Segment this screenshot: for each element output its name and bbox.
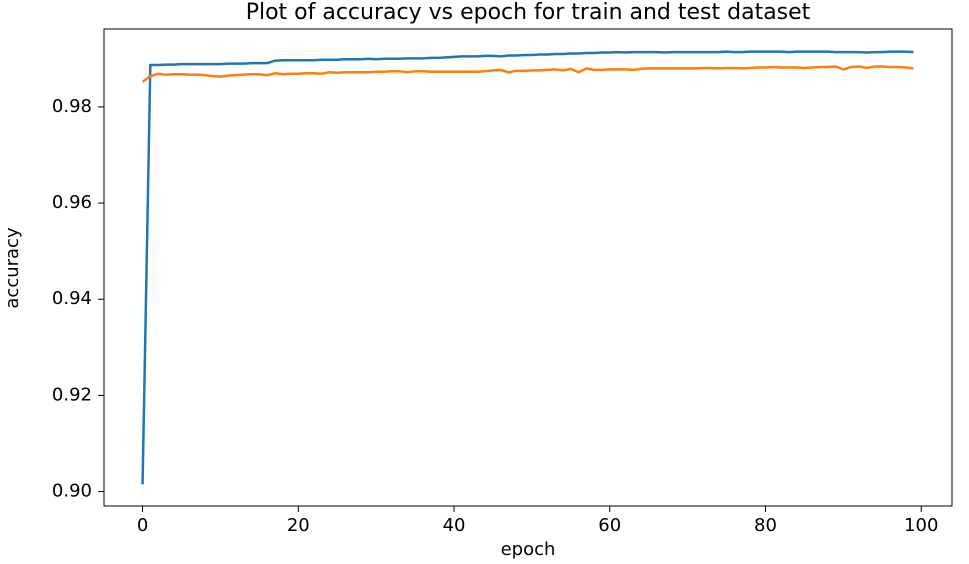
data-line	[141, 50, 914, 485]
x-tick-label: 40	[443, 515, 466, 536]
y-axis-label: accuracy	[2, 227, 23, 309]
x-tick-label: 80	[754, 515, 777, 536]
y-tick-label: 0.96	[52, 192, 92, 213]
chart-title: Plot of accuracy vs epoch for train and …	[246, 0, 811, 25]
x-tick-label: 20	[287, 515, 310, 536]
data-line	[141, 65, 914, 83]
plot-frame	[103, 28, 953, 507]
x-tick-label: 60	[598, 515, 621, 536]
y-tick-label: 0.94	[52, 288, 92, 309]
x-tick-label: 0	[137, 515, 148, 536]
y-tick-label: 0.90	[52, 481, 92, 502]
y-tick-label: 0.92	[52, 384, 92, 405]
x-axis-label: epoch	[501, 539, 556, 560]
y-tick-label: 0.98	[52, 96, 92, 117]
x-tick-label: 100	[904, 515, 938, 536]
